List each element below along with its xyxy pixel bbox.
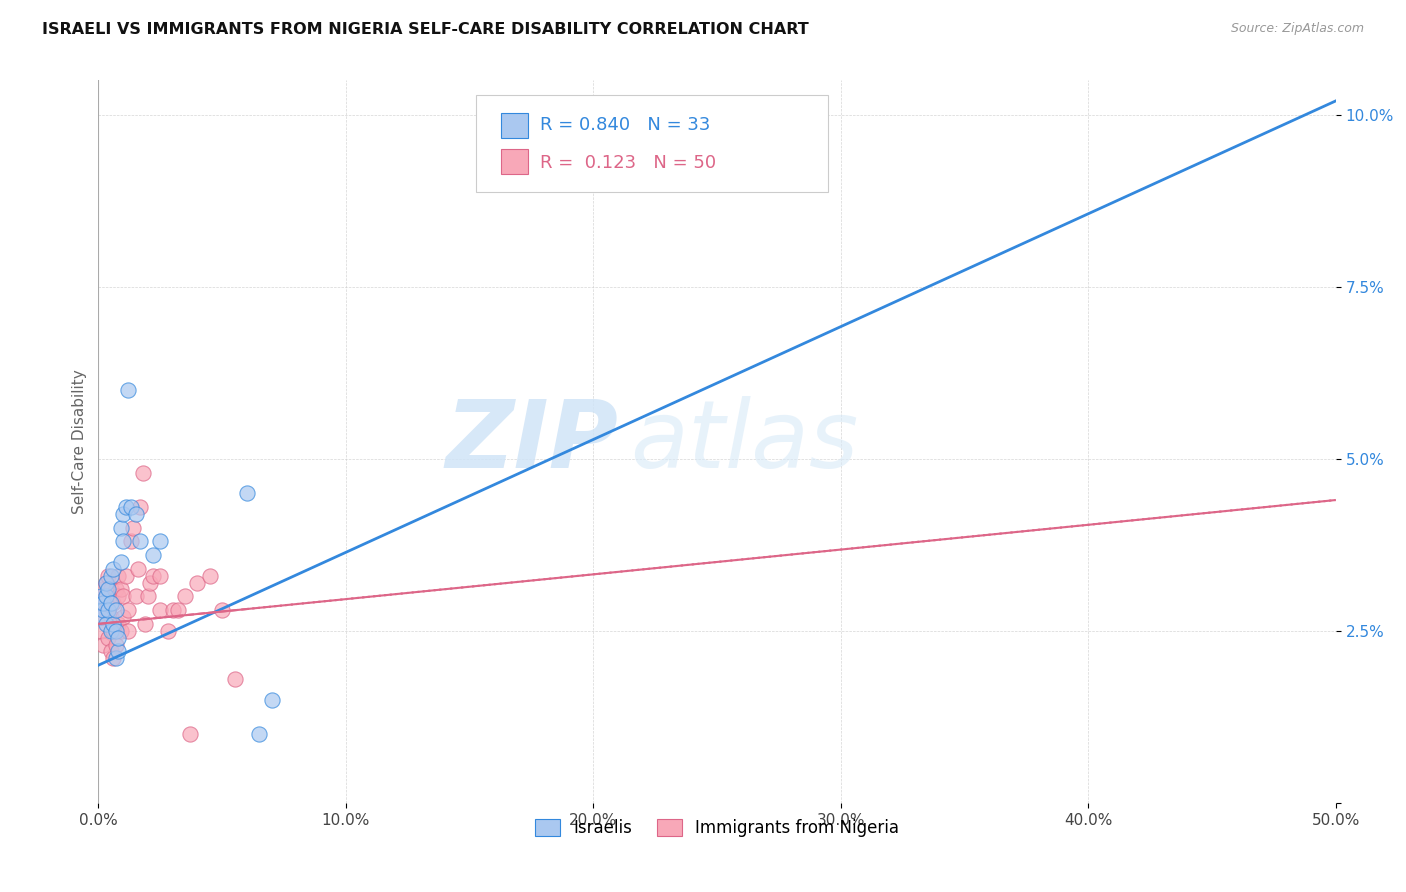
Point bbox=[110, 520, 132, 534]
Point bbox=[94, 575, 117, 590]
Point bbox=[112, 507, 135, 521]
Point bbox=[129, 534, 152, 549]
FancyBboxPatch shape bbox=[501, 112, 527, 138]
Point bbox=[117, 624, 139, 638]
Point bbox=[129, 500, 152, 514]
Point bbox=[198, 568, 221, 582]
Point bbox=[103, 596, 125, 610]
Point bbox=[124, 590, 146, 604]
Text: R = 0.840   N = 33: R = 0.840 N = 33 bbox=[540, 116, 710, 134]
Point bbox=[122, 520, 145, 534]
Point bbox=[90, 590, 112, 604]
Point bbox=[112, 534, 135, 549]
Point bbox=[104, 651, 127, 665]
Text: atlas: atlas bbox=[630, 396, 859, 487]
Point bbox=[90, 624, 112, 638]
Point bbox=[134, 616, 156, 631]
Point bbox=[94, 590, 117, 604]
Point bbox=[112, 590, 135, 604]
Point bbox=[179, 727, 201, 741]
Point bbox=[94, 575, 117, 590]
Point bbox=[124, 507, 146, 521]
Point bbox=[93, 638, 115, 652]
Point bbox=[104, 603, 127, 617]
Point bbox=[120, 534, 142, 549]
Point bbox=[97, 631, 120, 645]
Point bbox=[136, 590, 159, 604]
Point bbox=[103, 616, 125, 631]
Text: R =  0.123   N = 50: R = 0.123 N = 50 bbox=[540, 154, 716, 172]
Point bbox=[142, 548, 165, 562]
Point bbox=[107, 644, 129, 658]
Point bbox=[247, 727, 270, 741]
Point bbox=[114, 568, 136, 582]
Point bbox=[149, 534, 172, 549]
Point bbox=[97, 582, 120, 597]
Point bbox=[104, 638, 127, 652]
Point bbox=[114, 500, 136, 514]
Point bbox=[120, 500, 142, 514]
Point bbox=[103, 624, 125, 638]
Point bbox=[93, 582, 115, 597]
Point bbox=[104, 624, 127, 638]
Point bbox=[149, 568, 172, 582]
Point bbox=[94, 590, 117, 604]
Point bbox=[186, 575, 208, 590]
Point bbox=[149, 603, 172, 617]
Point bbox=[224, 672, 246, 686]
Point bbox=[90, 610, 112, 624]
Point bbox=[117, 383, 139, 397]
Text: ISRAELI VS IMMIGRANTS FROM NIGERIA SELF-CARE DISABILITY CORRELATION CHART: ISRAELI VS IMMIGRANTS FROM NIGERIA SELF-… bbox=[42, 22, 808, 37]
Point bbox=[211, 603, 233, 617]
Text: Source: ZipAtlas.com: Source: ZipAtlas.com bbox=[1230, 22, 1364, 36]
Point bbox=[166, 603, 188, 617]
Text: ZIP: ZIP bbox=[446, 395, 619, 488]
Point bbox=[107, 568, 129, 582]
Point bbox=[103, 562, 125, 576]
Point bbox=[93, 590, 115, 604]
Point bbox=[97, 568, 120, 582]
Point bbox=[132, 466, 155, 480]
Point bbox=[174, 590, 197, 604]
Point bbox=[93, 596, 115, 610]
Point bbox=[93, 603, 115, 617]
Point bbox=[97, 603, 120, 617]
Point bbox=[107, 631, 129, 645]
Point bbox=[100, 596, 122, 610]
Point bbox=[162, 603, 184, 617]
Point bbox=[94, 616, 117, 631]
Point bbox=[110, 582, 132, 597]
Point bbox=[117, 603, 139, 617]
Point bbox=[100, 610, 122, 624]
Point bbox=[110, 555, 132, 569]
Point bbox=[142, 568, 165, 582]
Point bbox=[236, 486, 259, 500]
Point bbox=[103, 651, 125, 665]
Point bbox=[104, 582, 127, 597]
Point bbox=[112, 610, 135, 624]
Point bbox=[107, 590, 129, 604]
Point bbox=[127, 562, 149, 576]
Y-axis label: Self-Care Disability: Self-Care Disability bbox=[72, 369, 87, 514]
Point bbox=[100, 644, 122, 658]
Point bbox=[139, 575, 162, 590]
Point bbox=[100, 568, 122, 582]
FancyBboxPatch shape bbox=[501, 149, 527, 174]
Point bbox=[97, 603, 120, 617]
Point bbox=[110, 624, 132, 638]
Point bbox=[100, 582, 122, 597]
Point bbox=[100, 624, 122, 638]
Point bbox=[90, 610, 112, 624]
Point bbox=[107, 616, 129, 631]
FancyBboxPatch shape bbox=[475, 95, 828, 193]
Point bbox=[156, 624, 179, 638]
Point bbox=[260, 692, 283, 706]
Point bbox=[94, 603, 117, 617]
Legend: Israelis, Immigrants from Nigeria: Israelis, Immigrants from Nigeria bbox=[526, 810, 908, 845]
